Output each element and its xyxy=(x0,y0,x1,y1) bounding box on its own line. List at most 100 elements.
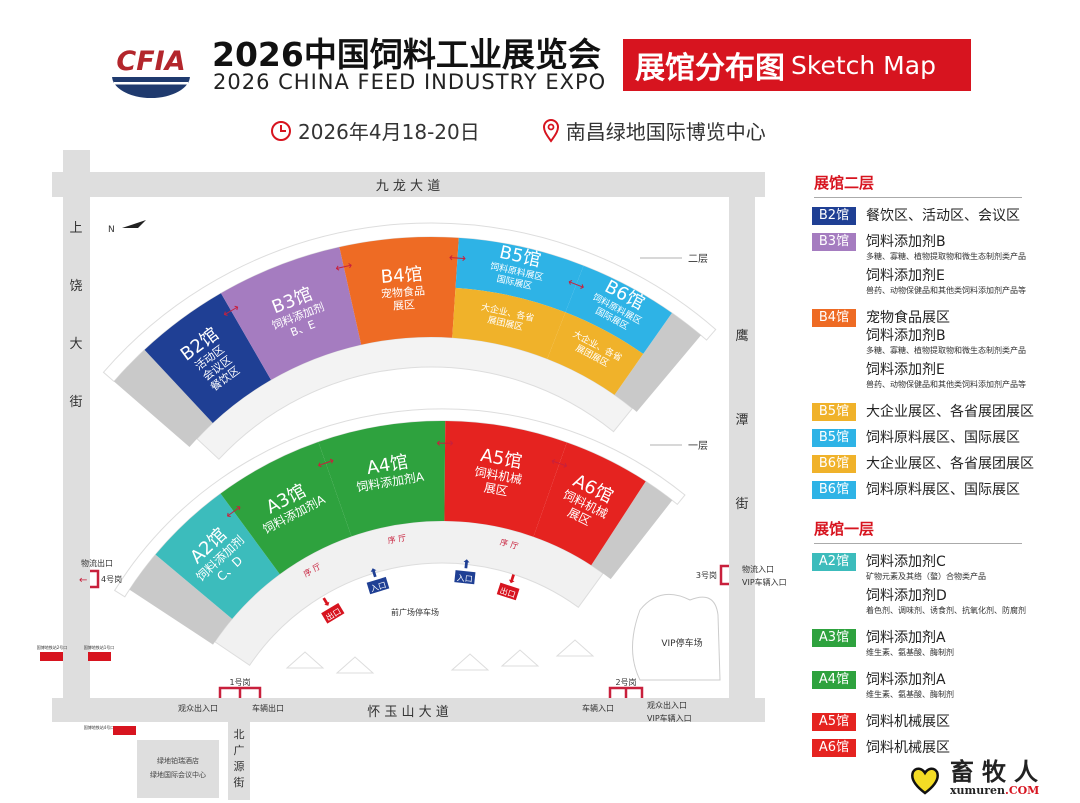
front-parking-label: 前广场停车场 xyxy=(391,607,439,617)
plaza-greenery xyxy=(555,639,595,657)
legend-main-text: 饲料机械展区 xyxy=(866,740,950,756)
legend-row: A6馆 饲料机械展区 xyxy=(812,739,950,757)
floor2-service-right xyxy=(614,312,701,412)
hall-a4[interactable] xyxy=(318,421,446,537)
entrance-center[interactable]: 入口⬆ xyxy=(454,556,477,585)
legend-main-text: 大企业展区、各省展团展区 xyxy=(866,404,1034,420)
legend-row: A3馆 饲料添加剂A 维生素、氨基酸、酶制剂 xyxy=(812,629,954,663)
hall-badge: B3馆 xyxy=(812,233,856,251)
location-pin-icon xyxy=(542,118,559,143)
gate-2-vip-label: VIP车辆入口 xyxy=(647,713,692,723)
road-south-branch-label: 北 xyxy=(234,728,245,741)
legend-sub-text: 兽药、动物保健品和其他类饲料添加剂产品等 xyxy=(866,286,1026,295)
hall-b2[interactable] xyxy=(144,293,271,423)
floor2-service-left xyxy=(114,349,213,448)
legend-sub-text: 多糖、寡糖、植物提取物和微生态制剂类产品 xyxy=(866,252,1026,261)
hall-badge: B4馆 xyxy=(812,309,856,327)
hall-b3[interactable] xyxy=(221,247,362,380)
passage-arrow-icon: ⟷ xyxy=(448,250,466,265)
hall-b4-text: 宠物食品 xyxy=(380,283,425,300)
vip-parking-area xyxy=(632,593,721,681)
road-south-branch xyxy=(228,720,250,800)
legend-row: B5馆 大企业展区、各省展团展区 xyxy=(812,403,1034,421)
road-south xyxy=(52,698,765,722)
arrow-down-icon: ⬇ xyxy=(505,571,519,587)
plaza-greenery xyxy=(335,656,375,674)
road-south-label: 怀 玉 山 大 道 xyxy=(367,705,449,720)
road-east-label: 鹰 xyxy=(735,328,748,344)
divider xyxy=(814,543,1022,544)
floor1-service-left xyxy=(129,554,233,645)
entrance-left[interactable]: 入口⬆ xyxy=(363,564,390,595)
hall-a5-text: 展区 xyxy=(483,481,509,499)
legend-row: B5馆 饲料原料展区、国际展区 xyxy=(812,429,1020,447)
hall-b5-international[interactable] xyxy=(455,237,584,313)
hall-b6-international[interactable] xyxy=(565,265,672,354)
road-west-label: 上 xyxy=(69,221,82,236)
road-west-label: 大 xyxy=(69,337,82,352)
banner-en: Sketch Map xyxy=(791,50,936,80)
gate-1-vehicle-label: 车辆出口 xyxy=(252,703,284,713)
hotel-block xyxy=(137,740,219,798)
clock-icon xyxy=(271,120,291,141)
legend-sub-text: 着色剂、调味剂、诱食剂、抗氧化剂、防腐剂 xyxy=(866,606,1026,615)
hotel-name: 绿地铂瑞酒店 xyxy=(157,756,199,765)
legend-main-text: 饲料添加剂A xyxy=(866,630,946,646)
compass-label: N xyxy=(108,225,115,235)
hall-b6-enterprise[interactable] xyxy=(547,312,644,395)
gate-4-logistics-label: 物流出口 xyxy=(81,558,113,568)
watermark-heart-icon xyxy=(911,767,939,795)
hall-b4-title: B4馆 xyxy=(380,264,423,288)
legend-main-text: 宠物食品展区 xyxy=(866,310,950,326)
legend-sub-text: 维生素、氨基酸、酶制剂 xyxy=(866,690,954,699)
exit-right[interactable]: 出口⬇ xyxy=(496,569,524,601)
legend-main-text: 饲料添加剂E xyxy=(866,362,945,378)
hall-a3[interactable] xyxy=(220,442,352,575)
floor2-label: 二层 xyxy=(688,253,708,265)
hall-badge: A5馆 xyxy=(812,713,856,731)
legend-floor1-title: 展馆一层 xyxy=(814,520,875,538)
gate-1: 1号岗 观众出入口 车辆出口 xyxy=(178,678,284,713)
exit-right-label: 出口 xyxy=(499,585,517,599)
legend-main-text: 饲料添加剂D xyxy=(866,588,947,604)
road-north xyxy=(52,172,765,197)
road-west-label: 街 xyxy=(69,395,82,410)
legend-sub-text: 维生素、氨基酸、酶制剂 xyxy=(866,648,954,657)
hall-b4[interactable] xyxy=(339,237,459,345)
divider xyxy=(814,197,1022,198)
hall-badge: B6馆 xyxy=(812,455,856,473)
expo-title: 2026中国饲料工业展览会 xyxy=(212,35,601,74)
hall-a6[interactable] xyxy=(533,442,646,566)
gate-2-visitor-label: 观众出入口 xyxy=(647,700,687,710)
legend-floor2-title: 展馆二层 xyxy=(814,174,875,192)
legend-main-text: 饲料原料展区、国际展区 xyxy=(866,430,1020,446)
legend-main-text: 饲料原料展区、国际展区 xyxy=(866,482,1020,498)
legend-row: B2馆 餐饮区、活动区、会议区 xyxy=(812,207,1020,225)
hall-badge: B2馆 xyxy=(812,207,856,225)
legend-row: B6馆 饲料原料展区、国际展区 xyxy=(812,481,1020,499)
plaza-greenery xyxy=(285,651,325,669)
road-east xyxy=(729,172,755,720)
legend-row: B3馆 饲料添加剂B 多糖、寡糖、植物提取物和微生态制剂类产品 饲料添加剂E 兽药、动物… xyxy=(812,233,1026,301)
hall-a5[interactable] xyxy=(444,421,567,537)
hall-a2[interactable] xyxy=(155,493,280,619)
entrance-center-label: 入口 xyxy=(456,573,473,584)
road-east-label: 潭 xyxy=(735,413,748,428)
hall-badge: A4馆 xyxy=(812,671,856,689)
passage-arrow-icon: ⟷ xyxy=(315,453,336,472)
hall-badge: A2馆 xyxy=(812,553,856,571)
legend-main-text: 餐饮区、活动区、会议区 xyxy=(866,208,1020,224)
gate-3: 3号岗 物流入口 VIP车辆入口 xyxy=(696,564,787,587)
hall-b5-enterprise[interactable] xyxy=(452,287,566,359)
legend-main-text: 饲料机械展区 xyxy=(866,714,950,730)
svg-text:←: ← xyxy=(79,575,87,586)
xumuren-watermark: 畜牧人 xumuren.COM xyxy=(908,760,1046,797)
gate-3-logistics-label: 物流入口 xyxy=(742,564,774,574)
gate-4-label: 4号岗 xyxy=(101,575,122,584)
vip-parking-label: VIP停车场 xyxy=(661,637,702,649)
gate-1-label: 1号岗 xyxy=(229,678,250,687)
hall-badge: A6馆 xyxy=(812,739,856,757)
